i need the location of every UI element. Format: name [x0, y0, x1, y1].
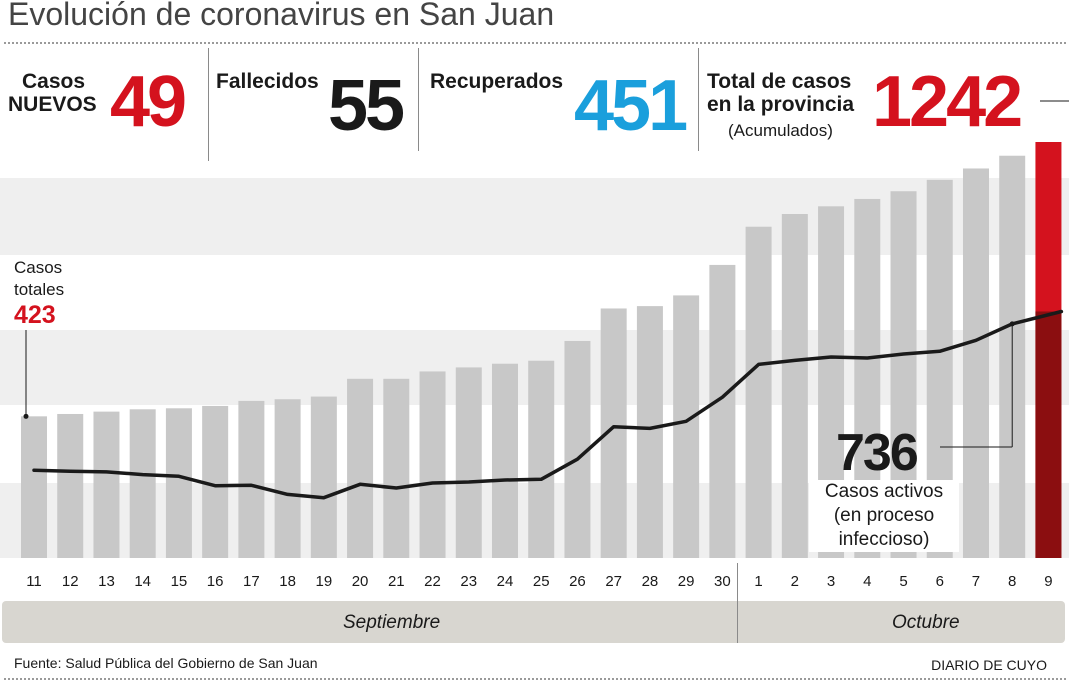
- kpi-fallecidos-label: Fallecidos: [216, 70, 319, 93]
- publisher-name: DIARIO DE CUYO: [931, 657, 1047, 673]
- kpi-recuperados-value: 451: [574, 66, 688, 146]
- bar: [673, 295, 700, 558]
- month-label-september: Septiembre: [343, 612, 441, 633]
- kpi-fallecidos-value: 55: [328, 66, 405, 146]
- bar: [781, 214, 808, 558]
- bar: [310, 396, 337, 558]
- bar: [745, 226, 772, 559]
- x-tick-label: 16: [207, 573, 224, 590]
- kpi-total-label-1: Total de casos: [707, 70, 852, 93]
- kpi-nuevos-value: 49: [110, 62, 187, 142]
- month-label-october: Octubre: [892, 612, 960, 633]
- x-tick-label: 14: [134, 573, 151, 590]
- x-tick-label: 18: [279, 573, 296, 590]
- kpi-separator: [208, 48, 209, 161]
- x-tick-label: 19: [315, 573, 332, 590]
- x-tick-label: 25: [533, 573, 550, 590]
- x-tick-label: 30: [714, 573, 731, 590]
- bar-line-chart: 11 12 13 14 15 16 17 18 19 20 21 22 23 24 25 26 27 28 29 30…: [0, 100, 1069, 590]
- x-tick-label: 24: [497, 573, 514, 590]
- bar: [528, 360, 555, 558]
- bar: [57, 413, 84, 558]
- active-cases-value: 736: [836, 424, 919, 482]
- kpi-nuevos-label-2: NUEVOS: [8, 93, 97, 116]
- bar: [165, 408, 192, 558]
- kpi-total-value: 1242: [872, 62, 1023, 142]
- total-cases-label-2: totales: [14, 280, 65, 299]
- bar-active-segment: [1035, 311, 1062, 558]
- kpi-separator: [698, 48, 699, 151]
- bar: [455, 367, 482, 558]
- x-tick-label: 22: [424, 573, 441, 590]
- kpi-total-sub: (Acumulados): [728, 121, 833, 140]
- x-tick-label: 26: [569, 573, 586, 590]
- x-tick-label: 17: [243, 573, 260, 590]
- bar: [419, 371, 446, 558]
- bar: [347, 378, 374, 558]
- x-tick-label: 9: [1044, 573, 1052, 590]
- x-tick-label: 29: [678, 573, 695, 590]
- active-cases-text: Casos activos (en proceso infeccioso): [809, 480, 959, 552]
- x-tick-label: 5: [899, 573, 907, 590]
- x-tick-label: 23: [460, 573, 477, 590]
- x-tick-label: 6: [936, 573, 944, 590]
- x-tick-label: 20: [352, 573, 369, 590]
- bar: [709, 264, 736, 558]
- bar: [21, 416, 47, 558]
- x-tick-label: 7: [972, 573, 980, 590]
- x-tick-label: 13: [98, 573, 115, 590]
- x-tick-label: 28: [642, 573, 659, 590]
- top-divider: [4, 42, 1066, 44]
- bar: [636, 306, 663, 558]
- x-tick-label: 21: [388, 573, 405, 590]
- source-note: Fuente: Salud Pública del Gobierno de Sa…: [14, 655, 318, 671]
- x-tick-label: 12: [62, 573, 79, 590]
- total-cases-value: 423: [14, 301, 56, 329]
- x-tick-label: 4: [863, 573, 871, 590]
- bar: [962, 168, 989, 558]
- kpi-nuevos-label-1: Casos: [22, 70, 86, 93]
- x-tick-label: 2: [791, 573, 799, 590]
- x-tick-label: 15: [171, 573, 188, 590]
- bar: [129, 409, 156, 558]
- x-tick-label: 27: [605, 573, 622, 590]
- kpi-total-label-2: en la provincia: [707, 93, 855, 116]
- bar: [491, 363, 518, 558]
- total-cases-label-1: Casos: [14, 258, 63, 277]
- active-cases-line: [32, 309, 1064, 500]
- total-cases-leader-dot: [23, 413, 29, 419]
- bar: [238, 400, 265, 558]
- month-band: [2, 601, 1065, 643]
- bar: [383, 378, 410, 558]
- month-divider: [737, 563, 738, 643]
- bottom-divider: [4, 678, 1066, 680]
- x-tick-label: 11: [26, 573, 42, 590]
- kpi-recuperados-label: Recuperados: [430, 70, 564, 93]
- x-tick-label: 1: [754, 573, 762, 590]
- x-tick-label: 8: [1008, 573, 1016, 590]
- kpi-separator: [418, 48, 419, 151]
- chart-title: Evolución de coronavirus en San Juan: [8, 0, 555, 32]
- bar: [93, 411, 120, 558]
- bar: [274, 399, 301, 558]
- x-tick-label: 3: [827, 573, 835, 590]
